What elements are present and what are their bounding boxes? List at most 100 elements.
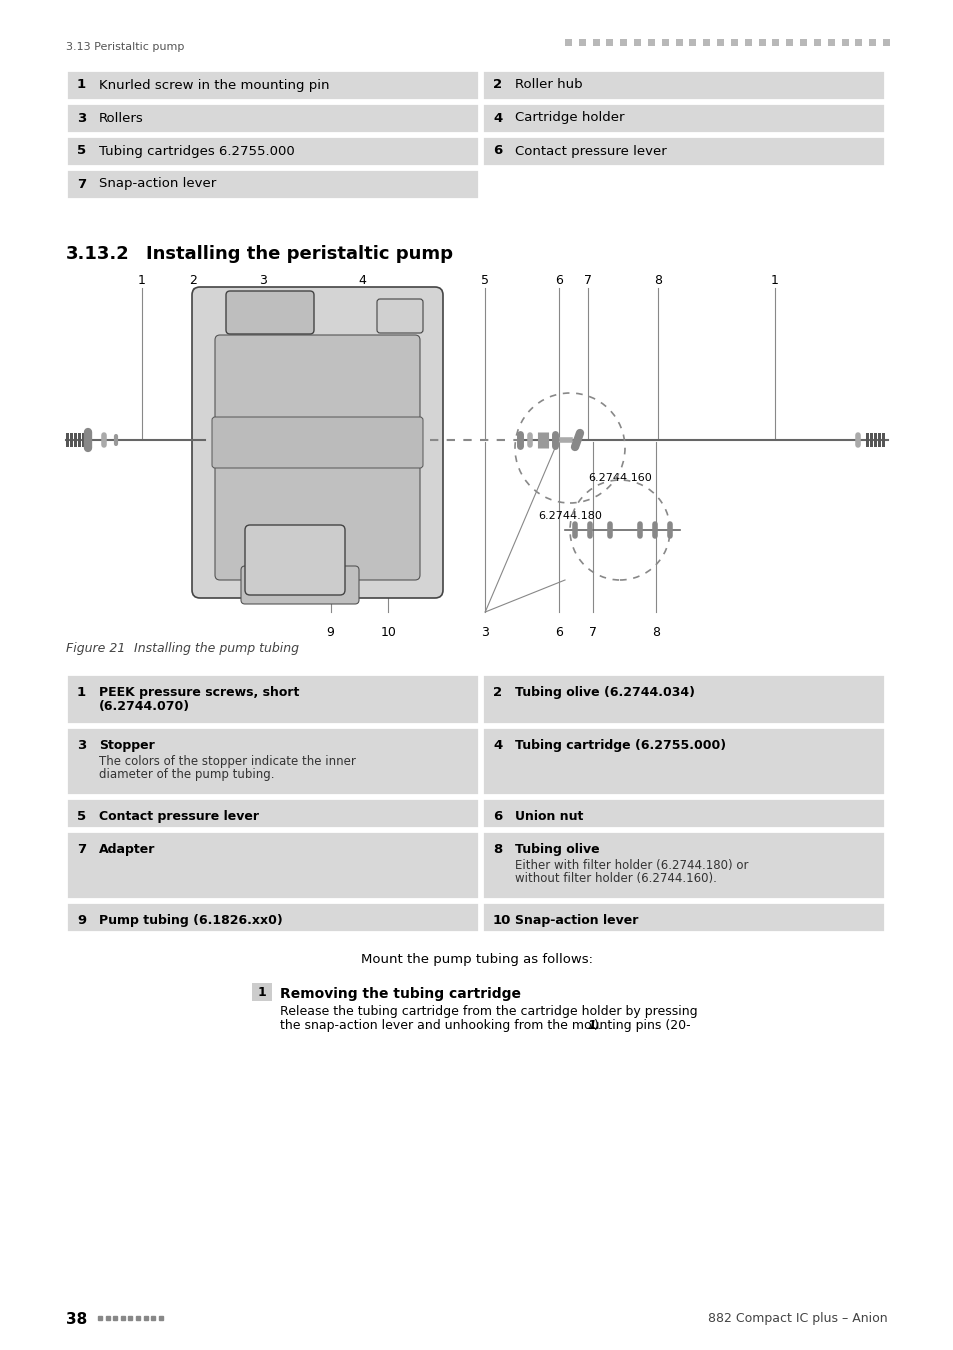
Text: 10: 10 xyxy=(380,626,395,639)
FancyBboxPatch shape xyxy=(481,103,884,134)
FancyBboxPatch shape xyxy=(634,39,640,46)
FancyBboxPatch shape xyxy=(800,39,806,46)
Text: Mount the pump tubing as follows:: Mount the pump tubing as follows: xyxy=(360,953,593,967)
FancyBboxPatch shape xyxy=(74,433,77,447)
FancyBboxPatch shape xyxy=(661,39,668,46)
Text: ).: ). xyxy=(594,1019,602,1031)
Text: 882 Compact IC plus – Anion: 882 Compact IC plus – Anion xyxy=(708,1312,887,1324)
FancyBboxPatch shape xyxy=(66,136,478,166)
FancyBboxPatch shape xyxy=(869,433,872,447)
FancyBboxPatch shape xyxy=(855,39,862,46)
FancyBboxPatch shape xyxy=(78,433,81,447)
Text: 7: 7 xyxy=(583,274,592,288)
Text: 3: 3 xyxy=(480,626,489,639)
Text: 4: 4 xyxy=(493,738,501,752)
Text: 7: 7 xyxy=(77,842,86,856)
Text: Union nut: Union nut xyxy=(515,810,583,824)
FancyBboxPatch shape xyxy=(481,674,884,724)
FancyBboxPatch shape xyxy=(689,39,696,46)
Text: Tubing cartridge (6.2755.000): Tubing cartridge (6.2755.000) xyxy=(515,738,725,752)
FancyBboxPatch shape xyxy=(66,728,478,795)
FancyBboxPatch shape xyxy=(66,70,478,100)
Text: 5: 5 xyxy=(480,274,489,288)
FancyBboxPatch shape xyxy=(66,433,69,447)
FancyBboxPatch shape xyxy=(730,39,737,46)
Text: 2: 2 xyxy=(493,78,501,92)
Text: 10: 10 xyxy=(493,914,511,927)
Text: 1: 1 xyxy=(770,274,778,288)
FancyBboxPatch shape xyxy=(481,798,884,828)
FancyBboxPatch shape xyxy=(66,169,478,198)
FancyBboxPatch shape xyxy=(785,39,792,46)
FancyBboxPatch shape xyxy=(66,798,478,828)
FancyBboxPatch shape xyxy=(70,433,73,447)
Text: 3: 3 xyxy=(77,738,86,752)
Text: Cartridge holder: Cartridge holder xyxy=(515,112,624,124)
FancyBboxPatch shape xyxy=(882,39,889,46)
FancyBboxPatch shape xyxy=(481,832,884,899)
FancyBboxPatch shape xyxy=(252,983,272,1000)
Text: 4: 4 xyxy=(493,112,501,124)
Text: 1: 1 xyxy=(587,1019,596,1031)
FancyBboxPatch shape xyxy=(619,39,627,46)
FancyBboxPatch shape xyxy=(744,39,751,46)
Text: 6: 6 xyxy=(493,810,501,824)
Text: 8: 8 xyxy=(652,626,659,639)
Text: Removing the tubing cartridge: Removing the tubing cartridge xyxy=(280,987,520,1000)
Text: 4: 4 xyxy=(357,274,365,288)
Text: Snap-action lever: Snap-action lever xyxy=(515,914,638,927)
Text: diameter of the pump tubing.: diameter of the pump tubing. xyxy=(99,768,274,782)
Text: (6.2744.070): (6.2744.070) xyxy=(99,701,190,713)
Text: Contact pressure lever: Contact pressure lever xyxy=(515,144,666,158)
Text: 3: 3 xyxy=(77,112,86,124)
Text: 5: 5 xyxy=(77,144,86,158)
FancyBboxPatch shape xyxy=(66,832,478,899)
Text: Adapter: Adapter xyxy=(99,842,155,856)
FancyBboxPatch shape xyxy=(66,674,478,724)
FancyBboxPatch shape xyxy=(592,39,599,46)
FancyBboxPatch shape xyxy=(873,433,876,447)
FancyBboxPatch shape xyxy=(212,417,422,468)
Text: 1: 1 xyxy=(257,986,266,999)
FancyBboxPatch shape xyxy=(813,39,820,46)
Text: PEEK pressure screws, short: PEEK pressure screws, short xyxy=(99,686,299,699)
Text: Tubing cartridges 6.2755.000: Tubing cartridges 6.2755.000 xyxy=(99,144,294,158)
FancyBboxPatch shape xyxy=(772,39,779,46)
Text: 1: 1 xyxy=(77,78,86,92)
FancyBboxPatch shape xyxy=(865,433,868,447)
FancyBboxPatch shape xyxy=(564,39,572,46)
Text: Either with filter holder (6.2744.180) or: Either with filter holder (6.2744.180) o… xyxy=(515,859,748,872)
FancyBboxPatch shape xyxy=(245,525,345,595)
FancyBboxPatch shape xyxy=(578,39,585,46)
FancyBboxPatch shape xyxy=(827,39,834,46)
Text: Roller hub: Roller hub xyxy=(515,78,582,92)
Text: Installing the peristaltic pump: Installing the peristaltic pump xyxy=(146,244,453,263)
FancyBboxPatch shape xyxy=(481,136,884,166)
FancyBboxPatch shape xyxy=(241,566,358,603)
Text: 2: 2 xyxy=(493,686,501,699)
FancyBboxPatch shape xyxy=(481,902,884,932)
Text: The colors of the stopper indicate the inner: The colors of the stopper indicate the i… xyxy=(99,755,355,768)
Text: 3.13 Peristaltic pump: 3.13 Peristaltic pump xyxy=(66,42,184,53)
Text: 9: 9 xyxy=(327,626,335,639)
FancyBboxPatch shape xyxy=(675,39,682,46)
Text: 8: 8 xyxy=(653,274,661,288)
Text: Snap-action lever: Snap-action lever xyxy=(99,177,216,190)
Text: Tubing olive (6.2744.034): Tubing olive (6.2744.034) xyxy=(515,686,695,699)
Text: 3.13.2: 3.13.2 xyxy=(66,244,130,263)
Text: 38: 38 xyxy=(66,1312,87,1327)
Text: 6.2744.160: 6.2744.160 xyxy=(587,472,651,483)
FancyBboxPatch shape xyxy=(214,335,419,580)
Text: 6.2744.180: 6.2744.180 xyxy=(537,512,601,521)
Text: Rollers: Rollers xyxy=(99,112,144,124)
FancyBboxPatch shape xyxy=(481,728,884,795)
Text: Tubing olive: Tubing olive xyxy=(515,842,599,856)
Text: 6: 6 xyxy=(493,144,501,158)
Text: Contact pressure lever: Contact pressure lever xyxy=(99,810,258,824)
FancyBboxPatch shape xyxy=(841,39,847,46)
Text: Release the tubing cartridge from the cartridge holder by pressing: Release the tubing cartridge from the ca… xyxy=(280,1004,697,1018)
FancyBboxPatch shape xyxy=(606,39,613,46)
FancyBboxPatch shape xyxy=(647,39,655,46)
FancyBboxPatch shape xyxy=(758,39,764,46)
Text: the snap-action lever and unhooking from the mounting pins (20-: the snap-action lever and unhooking from… xyxy=(280,1019,690,1031)
